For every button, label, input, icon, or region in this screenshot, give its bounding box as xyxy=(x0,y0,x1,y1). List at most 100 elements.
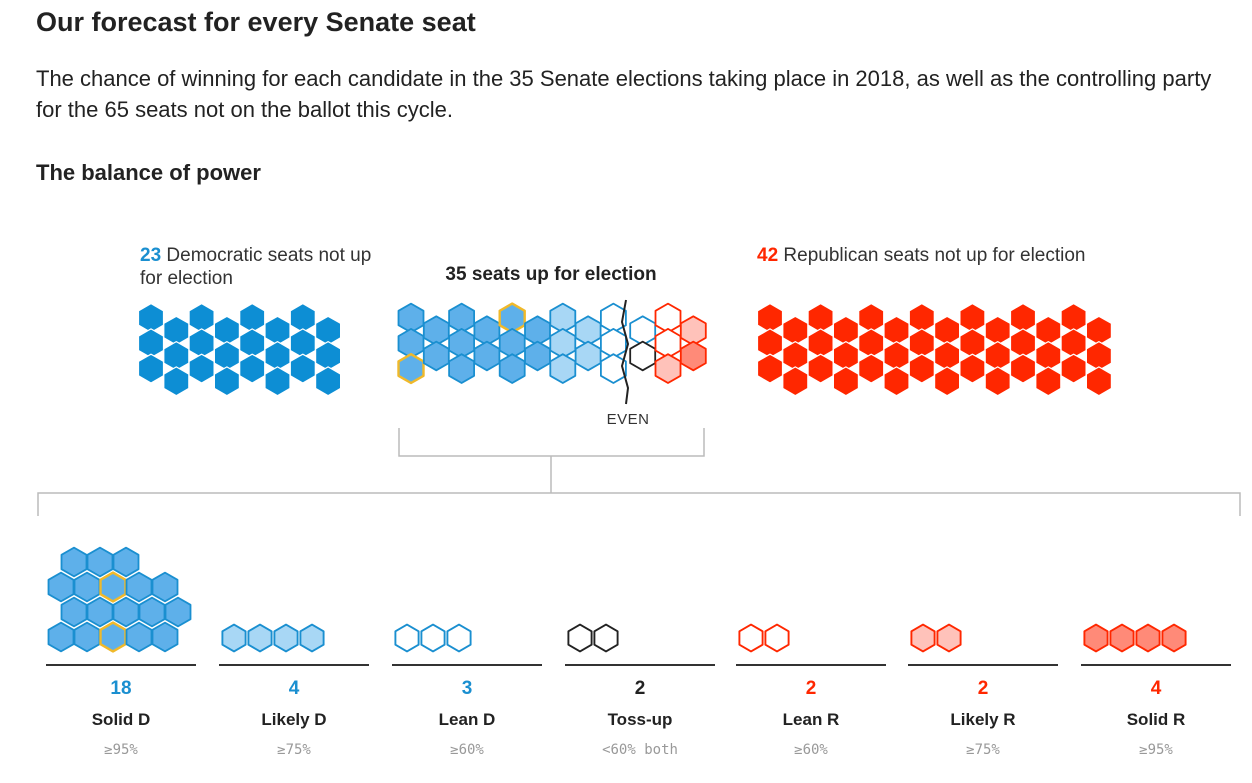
rep-seat-hex-23 xyxy=(933,366,961,397)
up-seat-hex-24 xyxy=(629,340,657,372)
dem-not-up-label: 23 Democratic seats not up for election xyxy=(140,244,390,290)
category-count: 4 xyxy=(1150,678,1162,699)
category-name: Lean D xyxy=(438,710,496,729)
category-name: Lean R xyxy=(782,710,840,729)
category-hex-2-1 xyxy=(420,623,446,653)
solid-d-hex-3 xyxy=(47,571,75,603)
category-count: 2 xyxy=(805,678,817,699)
up-bracket xyxy=(398,428,705,457)
up-seat-hex-29 xyxy=(679,340,707,372)
rep-not-up-hexes xyxy=(756,303,1113,397)
section-heading: The balance of power xyxy=(36,160,261,185)
rep-seat-hex-31 xyxy=(1009,328,1037,359)
category-count: 3 xyxy=(461,678,473,699)
dem-seat-hex-21 xyxy=(315,315,342,346)
up-seat-hex-18 xyxy=(574,315,602,346)
rep-seat-hex-33 xyxy=(1035,315,1062,346)
category-name: Likely D xyxy=(261,710,327,729)
rep-seat-hex-3 xyxy=(782,315,809,346)
dem-seat-hex-6 xyxy=(188,303,215,333)
rep-seat-hex-4 xyxy=(782,341,809,371)
category-threshold: ≥60% xyxy=(794,742,828,758)
category-count: 18 xyxy=(110,678,132,699)
rep-seat-hex-11 xyxy=(832,366,860,397)
category-hex-4-1 xyxy=(764,623,790,653)
rep-seat-hex-9 xyxy=(832,315,860,346)
rep-seat-hex-0 xyxy=(756,303,784,333)
rep-seat-hex-20 xyxy=(908,353,935,384)
rep-seat-hex-2 xyxy=(756,353,784,384)
category-bracket xyxy=(37,492,1241,516)
even-marker-line xyxy=(620,299,630,405)
category-hex-5-1 xyxy=(936,623,962,653)
rep-seat-hex-41 xyxy=(1085,366,1113,397)
rep-seat-hex-6 xyxy=(807,303,834,333)
dem-seat-hex-8 xyxy=(188,353,215,384)
dem-seat-hex-1 xyxy=(137,328,165,359)
category-likely-d: 4 Likely D ≥75% xyxy=(219,676,369,760)
rep-seat-hex-22 xyxy=(933,341,961,371)
category-name: Solid D xyxy=(91,710,151,729)
dem-seat-hex-10 xyxy=(213,341,240,371)
dem-not-up-text: Democratic seats not up for election xyxy=(140,245,372,289)
solid-d-hex-8 xyxy=(60,596,88,628)
category-hex-6-2 xyxy=(1135,623,1161,653)
up-seat-hex-9 xyxy=(473,340,501,372)
category-lean-d: 3 Lean D ≥60% xyxy=(392,676,542,760)
solid-d-hex-11 xyxy=(138,596,166,628)
bracket-lines xyxy=(37,428,1241,516)
rep-seat-hex-29 xyxy=(984,366,1011,397)
up-seat-hex-7 xyxy=(448,353,476,384)
category-solid-d: 18 Solid D ≥95% xyxy=(46,676,196,760)
category-toss-up: 2 Toss-up <60% both xyxy=(565,676,715,760)
up-seat-hex-12 xyxy=(498,353,526,384)
category-hex-2-2 xyxy=(446,623,472,653)
category-hex-3-0 xyxy=(567,623,593,653)
category-threshold: ≥75% xyxy=(277,742,311,758)
rep-seat-hex-1 xyxy=(756,328,784,359)
solid-d-hex-15 xyxy=(99,621,127,653)
rep-seat-hex-39 xyxy=(1085,315,1113,346)
solid-d-hex-5 xyxy=(99,571,127,603)
rep-seat-hex-7 xyxy=(807,328,834,359)
solid-d-hex-13 xyxy=(47,621,75,653)
category-hex-6-1 xyxy=(1109,623,1135,653)
dem-seat-hex-7 xyxy=(188,328,215,359)
solid-d-hex-10 xyxy=(112,596,140,628)
category-solid-r: 4 Solid R ≥95% xyxy=(1081,676,1231,760)
category-hex-2-0 xyxy=(394,623,420,653)
dem-seat-hex-11 xyxy=(213,366,240,397)
category-hex-1-3 xyxy=(299,623,325,653)
rep-seat-hex-34 xyxy=(1035,341,1062,371)
dem-seat-hex-2 xyxy=(137,353,165,384)
category-threshold: <60% both xyxy=(602,742,678,758)
category-hex-3-1 xyxy=(593,623,619,653)
dem-seat-hex-16 xyxy=(264,341,291,371)
category-hex-4-0 xyxy=(738,623,764,653)
dem-seat-hex-23 xyxy=(315,366,342,397)
up-seat-hex-2 xyxy=(397,353,425,385)
dem-seat-hex-17 xyxy=(264,366,291,397)
category-count: 2 xyxy=(634,678,646,699)
page-title: Our forecast for every Senate seat xyxy=(36,7,476,37)
solid-d-hex-6 xyxy=(125,571,153,603)
up-seat-hex-4 xyxy=(422,340,450,372)
category-hex-6-3 xyxy=(1161,623,1187,653)
category-hex-1-0 xyxy=(221,623,247,653)
rep-seat-hex-16 xyxy=(883,341,910,371)
up-seat-hex-14 xyxy=(524,340,551,372)
category-hex-1-2 xyxy=(273,623,299,653)
dem-seat-hex-5 xyxy=(163,366,190,397)
rep-seat-hex-38 xyxy=(1060,353,1087,384)
category-name: Likely R xyxy=(950,710,1016,729)
solid-d-hex-9 xyxy=(86,596,114,628)
rep-seat-hex-36 xyxy=(1060,303,1087,333)
rep-seat-hex-27 xyxy=(984,315,1011,346)
rep-seat-hex-12 xyxy=(858,303,885,333)
category-threshold: ≥95% xyxy=(104,742,138,758)
rep-seat-hex-37 xyxy=(1060,328,1087,359)
page-subtitle: The chance of winning for each candidate… xyxy=(36,66,1212,122)
rep-seat-hex-14 xyxy=(858,353,885,384)
category-likely-r: 2 Likely R ≥75% xyxy=(908,676,1058,760)
